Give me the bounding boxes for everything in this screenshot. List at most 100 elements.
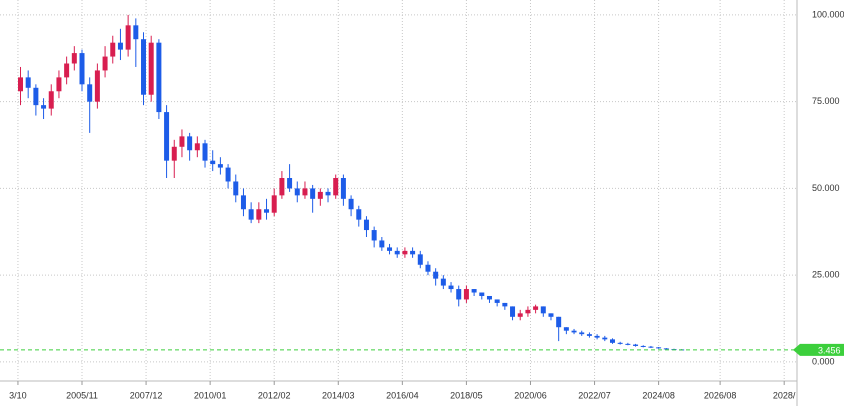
- candle-body: [148, 42, 154, 95]
- x-tick-label: 2010/01: [194, 390, 227, 400]
- candle-body: [217, 164, 223, 168]
- candle-body: [571, 330, 577, 333]
- candle-body: [56, 77, 62, 92]
- candle-body: [133, 25, 139, 40]
- x-tick-label: 2016/04: [386, 390, 419, 400]
- candle-body: [633, 344, 639, 346]
- candle-body: [363, 219, 369, 231]
- candle-body: [417, 254, 423, 265]
- x-tick-label: 2020/06: [514, 390, 547, 400]
- x-tick-label: 2007/12: [130, 390, 163, 400]
- y-tick-label: 50.000: [812, 183, 840, 193]
- candle-body: [494, 299, 500, 303]
- candle-body: [102, 56, 108, 71]
- candle-body: [371, 230, 377, 241]
- candle-body: [41, 105, 47, 109]
- candle-body: [379, 240, 385, 248]
- x-tick-label: 2024/08: [642, 390, 675, 400]
- candle-body: [87, 84, 93, 102]
- y-tick-label: 0.000: [812, 356, 835, 366]
- candle-body: [625, 343, 631, 345]
- candle-body: [110, 42, 116, 57]
- candle-body: [394, 250, 400, 255]
- candle-body: [79, 53, 85, 85]
- candle-body: [586, 334, 592, 336]
- x-tick-label: 2026/08: [704, 390, 737, 400]
- candle-body: [287, 178, 293, 189]
- candle-body: [233, 181, 239, 196]
- candle-body: [279, 178, 285, 196]
- candle-body: [548, 313, 554, 317]
- candle-body: [164, 112, 170, 161]
- candle-body: [356, 209, 362, 220]
- x-tick-label: 3/10: [9, 390, 27, 400]
- candle-body: [463, 289, 469, 300]
- y-tick-label: 100.000: [812, 9, 844, 19]
- candle-body: [433, 271, 439, 279]
- candle-body: [517, 313, 523, 317]
- candles: [0, 14, 797, 351]
- candle-body: [448, 285, 454, 290]
- candle-body: [310, 188, 316, 199]
- candle-body: [540, 306, 546, 314]
- x-tick-label: 2012/02: [258, 390, 291, 400]
- candle-body: [317, 191, 323, 199]
- candle-body: [348, 198, 354, 210]
- candle-body: [171, 146, 177, 161]
- candle-body: [117, 42, 123, 50]
- x-tick-label: 2018/05: [450, 390, 483, 400]
- candle-body: [179, 136, 185, 147]
- candle-body: [479, 292, 485, 296]
- candle-body: [425, 264, 431, 272]
- candle-body: [486, 295, 492, 300]
- candle-body: [210, 160, 216, 165]
- candle-body: [502, 302, 508, 307]
- candle-body: [617, 342, 623, 344]
- candle-body: [579, 332, 585, 335]
- last-value-tag: [793, 343, 844, 356]
- candle-body: [48, 91, 54, 109]
- candle-body: [648, 346, 654, 348]
- candle-body: [325, 191, 331, 196]
- x-tick-label: 2005/11: [66, 390, 98, 400]
- candle-body: [71, 53, 77, 64]
- candle-body: [194, 143, 200, 151]
- candle-body: [264, 209, 270, 213]
- x-tick-label: 2022/07: [578, 390, 611, 400]
- candle-body: [25, 77, 31, 88]
- candle-body: [387, 247, 393, 251]
- candle-body: [64, 63, 70, 78]
- candle-body: [187, 136, 193, 151]
- candle-body: [33, 87, 39, 106]
- candle-body: [271, 195, 277, 213]
- y-tick-label: 75.000: [812, 96, 840, 106]
- candle-body: [471, 289, 477, 293]
- candle-body: [510, 306, 516, 317]
- y-tick-label: 25.000: [812, 270, 840, 280]
- candle-body: [594, 335, 600, 338]
- candle-body: [340, 178, 346, 199]
- candle-body: [656, 347, 662, 349]
- candle-body: [294, 188, 300, 196]
- candle-body: [248, 209, 254, 220]
- candle-body: [410, 250, 416, 255]
- x-tick-label: 2028/: [773, 390, 796, 400]
- labels: 0.000 25.000 50.000 75.000 100.000 3/10 2005/1…: [9, 9, 844, 400]
- candle-body: [525, 309, 531, 314]
- candle-body: [440, 278, 446, 286]
- candle-body: [156, 42, 162, 113]
- candle-body: [125, 25, 131, 50]
- candle-body: [225, 167, 231, 182]
- candle-body: [609, 339, 615, 343]
- candle-body: [202, 143, 208, 161]
- candle-body: [533, 306, 539, 310]
- candle-body: [640, 345, 646, 347]
- candle-body: [302, 188, 308, 196]
- candle-body: [141, 39, 147, 95]
- candle-body: [18, 77, 24, 92]
- candle-body: [333, 178, 339, 196]
- candle-body: [563, 327, 569, 331]
- candle-body: [402, 250, 408, 255]
- candle-body: [556, 316, 562, 328]
